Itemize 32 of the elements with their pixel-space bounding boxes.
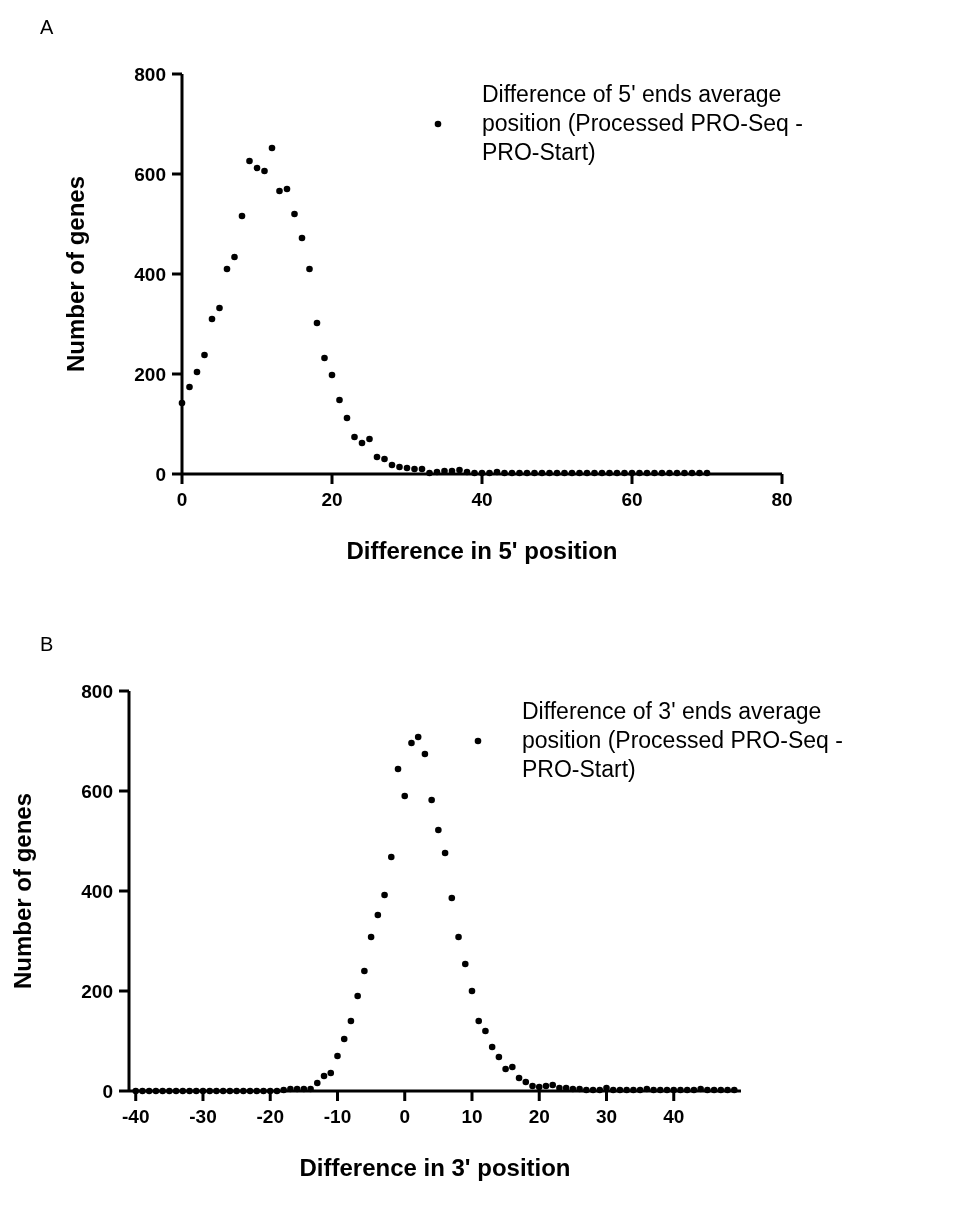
x-tick-label: 0 (399, 1106, 411, 1127)
x-axis-title: Difference in 3' position (299, 1154, 571, 1181)
x-tick-label: -40 (121, 1106, 150, 1127)
legend-label: Difference of 5' ends average position (Processed PRO-Seq - PRO-Start) (482, 81, 803, 165)
x-tick-label: 20 (528, 1106, 550, 1127)
x-tick-label: 40 (471, 489, 493, 510)
x-tick-label: 0 (176, 489, 188, 510)
x-tick-label: 40 (663, 1106, 685, 1127)
y-tick-label: 200 (81, 981, 113, 1002)
y-axis-title: Number of genes (62, 175, 89, 373)
x-tick-label: -10 (323, 1106, 352, 1127)
y-tick-label: 800 (134, 64, 166, 85)
y-tick-label: 600 (81, 781, 113, 802)
x-tick-label: 80 (771, 489, 793, 510)
text: A (40, 16, 54, 38)
x-axis-title: Difference in 5' position (346, 537, 618, 564)
legend-label: Difference of 3' ends average position (Processed PRO-Seq - PRO-Start) (522, 698, 843, 782)
x-tick-label: -20 (256, 1106, 284, 1127)
y-tick-label: 400 (81, 881, 113, 902)
text: B (40, 633, 54, 655)
y-tick-label: 800 (81, 681, 113, 702)
x-tick-label: 10 (461, 1106, 483, 1127)
y-tick-label: 0 (102, 1081, 113, 1102)
x-tick-label: 30 (595, 1106, 618, 1127)
y-tick-label: 200 (134, 364, 166, 385)
x-tick-label: 60 (621, 489, 643, 510)
y-tick-label: 600 (134, 164, 166, 185)
y-tick-label: 400 (134, 264, 166, 285)
y-axis-title: Number of genes (9, 792, 36, 990)
x-tick-label: -30 (189, 1106, 217, 1127)
x-tick-label: 20 (321, 489, 343, 510)
y-tick-label: 0 (155, 464, 166, 485)
